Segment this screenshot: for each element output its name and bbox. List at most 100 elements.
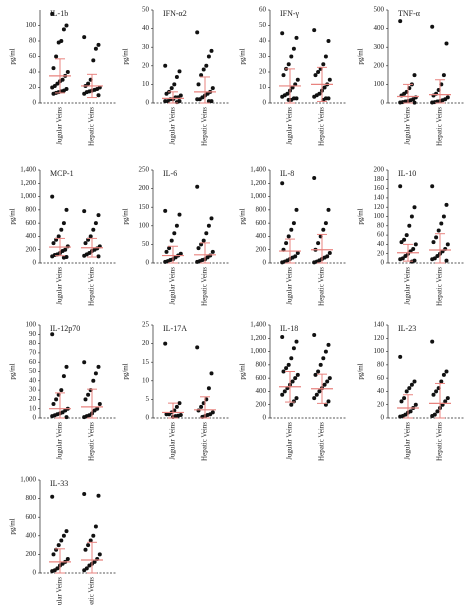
y-tick-label: 0 [381,99,385,107]
data-point [295,251,300,256]
y-axis-label: pg/ml [9,48,17,64]
y-tick-label: 80 [377,360,385,368]
y-tick-label: 400 [256,387,267,395]
data-point [441,73,446,78]
y-tick-label: 80 [29,339,37,347]
data-point [403,254,408,259]
data-point [163,259,168,264]
y-axis-label: pg/ml [9,518,17,534]
x-tick-label: Hepatic Veins [436,422,444,461]
y-tick-label: 80 [29,37,37,45]
data-point [195,97,200,102]
data-point [441,372,446,377]
y-tick-label: 1,400 [20,166,36,174]
data-point [210,249,215,254]
x-tick-label: Hepatic Veins [318,267,326,306]
y-tick-label: 40 [377,387,385,395]
y-tick-label: 100 [374,347,385,355]
y-tick-label: 300 [374,43,385,51]
data-point [174,74,179,79]
data-point [291,399,296,404]
data-point [436,228,441,233]
data-point [61,374,66,379]
data-point [280,334,285,339]
y-tick-label: 10 [259,83,267,91]
y-tick-label: 100 [26,21,37,29]
data-point [65,557,70,562]
y-tick-label: 160 [374,184,385,192]
data-point [322,382,327,387]
y-tick-label: 60 [259,6,267,14]
data-point [97,552,102,557]
data-point [439,379,444,384]
data-point [430,24,435,29]
chart-title: IL-12p70 [50,324,80,333]
data-point [327,251,332,256]
y-tick-label: 40 [29,376,37,384]
x-tick-label: Hepatic Veins [201,422,209,461]
y-tick-label: 40 [259,37,267,45]
data-point [87,563,92,568]
y-tick-label: 20 [377,400,385,408]
data-point [323,349,328,354]
data-point [199,404,204,409]
data-point [411,247,416,252]
y-tick-label: 1,200 [250,179,266,187]
y-tick-label: 50 [142,6,150,14]
data-point [86,392,91,397]
y-tick-label: 600 [26,219,37,227]
data-point [195,345,200,350]
data-point [51,552,56,557]
data-point [444,258,449,263]
data-point [86,81,91,86]
y-axis-label: pg/ml [122,208,130,224]
data-point [325,379,330,384]
data-point [289,402,294,407]
y-tick-label: 600 [256,219,267,227]
data-point [61,27,66,32]
data-point [172,231,177,236]
data-point [291,221,296,226]
data-point [169,238,174,243]
data-point [326,342,331,347]
x-tick-label: Hepatic Veins [436,267,444,306]
data-point [413,242,418,247]
y-tick-label: 120 [374,203,385,211]
data-point [398,257,403,262]
data-point [316,369,321,374]
y-tick-label: 800 [256,360,267,368]
data-point [313,73,318,78]
data-point [444,369,449,374]
y-tick-label: 40 [142,24,150,32]
y-tick-label: 20 [259,68,267,76]
data-point [402,237,407,242]
data-point [51,241,56,246]
data-point [163,341,168,346]
y-tick-label: 0 [146,414,150,422]
data-point [96,364,101,369]
y-tick-label: 800 [26,205,37,213]
data-point [204,231,209,236]
y-tick-label: 25 [142,321,150,329]
data-point [93,221,98,226]
data-point [445,396,450,401]
data-point [295,77,300,82]
data-point [56,543,61,548]
data-point [91,227,96,232]
data-point [82,491,87,496]
data-point [196,82,201,87]
y-tick-label: 20 [29,83,37,91]
data-point [413,402,418,407]
x-tick-label: Jugular Veins [169,267,177,305]
y-tick-label: 20 [142,339,150,347]
y-tick-label: 250 [139,166,150,174]
data-point [65,244,70,249]
data-point [83,241,88,246]
x-tick-label: Hepatic Veins [318,422,326,461]
data-point [54,397,59,402]
data-point [289,356,294,361]
chart-title: IFN-γ [280,9,300,18]
data-point [93,524,98,529]
data-point [441,214,446,219]
